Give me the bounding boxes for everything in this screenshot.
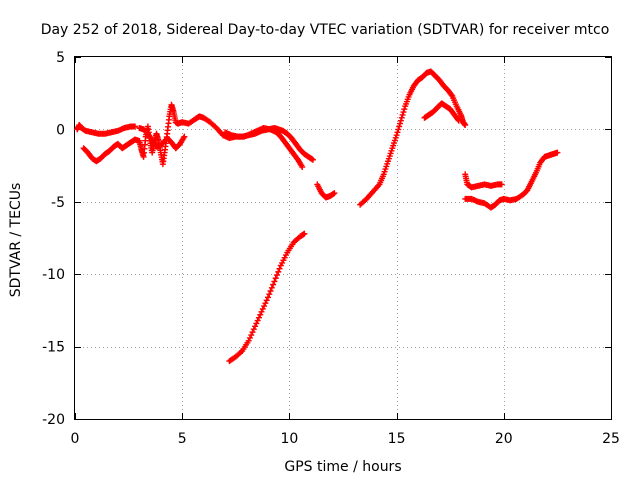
data-point [266, 291, 273, 298]
series-arc-8 [421, 100, 462, 124]
data-point [263, 297, 270, 304]
data-point [400, 109, 407, 116]
axis-ticks [75, 57, 612, 420]
data-point [554, 149, 561, 156]
data-point [299, 164, 306, 171]
data-point [258, 308, 265, 315]
data-point [132, 123, 139, 130]
series-arc-6 [226, 230, 308, 365]
x-tick-label: 15 [388, 431, 406, 447]
data-point [462, 122, 469, 129]
data-point [399, 111, 406, 118]
data-point [396, 123, 403, 130]
y-tick-labels: -20 -15 -10 -5 0 5 [42, 50, 65, 428]
series-arc-1 [74, 122, 139, 137]
data-point [397, 117, 404, 124]
data-point [250, 326, 257, 333]
grid-lines [75, 57, 611, 419]
data-point [398, 114, 405, 121]
data-point [249, 329, 256, 336]
data-point [309, 156, 316, 163]
data-point [393, 132, 400, 139]
y-tick-label: -20 [42, 412, 65, 428]
data-point [257, 311, 264, 318]
data-point [455, 117, 462, 124]
data-point [245, 337, 252, 344]
series-arc-7 [357, 68, 469, 208]
series-arc-4 [222, 124, 306, 171]
data-point [268, 284, 275, 291]
data-point [401, 106, 408, 113]
data-point [267, 287, 274, 294]
y-tick-label: -10 [42, 267, 65, 283]
series-arc-3 [136, 124, 188, 152]
data-point [271, 278, 278, 285]
data-point [395, 126, 402, 133]
x-axis-label: GPS time / hours [284, 459, 401, 475]
data-point [254, 317, 261, 324]
y-axis-label: SDTVAR / TECUs [8, 183, 24, 298]
data-point [273, 272, 280, 279]
data-point [397, 120, 404, 127]
data-points [74, 68, 561, 365]
data-point [262, 300, 269, 307]
y-tick-label: 0 [56, 122, 65, 138]
x-tick-label: 25 [602, 431, 620, 447]
x-tick-label: 10 [280, 431, 298, 447]
x-tick-labels: 0 5 10 15 20 25 [71, 431, 620, 447]
data-point [331, 190, 338, 197]
data-point [181, 133, 188, 140]
series-arc-5 [314, 181, 338, 201]
data-point [246, 334, 253, 341]
data-point [261, 303, 268, 310]
series-arc-9 [462, 171, 505, 191]
data-point [275, 268, 282, 275]
data-point [253, 320, 260, 327]
y-tick-label: -15 [42, 340, 65, 356]
x-tick-label: 0 [71, 431, 80, 447]
data-point [454, 116, 461, 123]
data-point [301, 230, 308, 237]
data-point [448, 91, 455, 98]
y-tick-label: -5 [51, 195, 65, 211]
series-arc-10 [462, 149, 561, 211]
y-tick-label: 5 [56, 50, 65, 66]
data-point [248, 332, 255, 339]
data-point [259, 305, 266, 312]
data-point [270, 281, 277, 288]
data-point [276, 265, 283, 272]
data-point [252, 323, 259, 330]
x-tick-label: 5 [178, 431, 187, 447]
data-point [255, 314, 262, 321]
data-point [498, 181, 505, 188]
x-tick-label: 20 [495, 431, 513, 447]
data-point [272, 275, 279, 282]
plot-frame [74, 56, 612, 420]
data-point [237, 349, 244, 356]
chart-title: Day 252 of 2018, Sidereal Day-to-day VTE… [41, 22, 610, 38]
data-point [394, 129, 401, 136]
data-point [264, 294, 271, 301]
